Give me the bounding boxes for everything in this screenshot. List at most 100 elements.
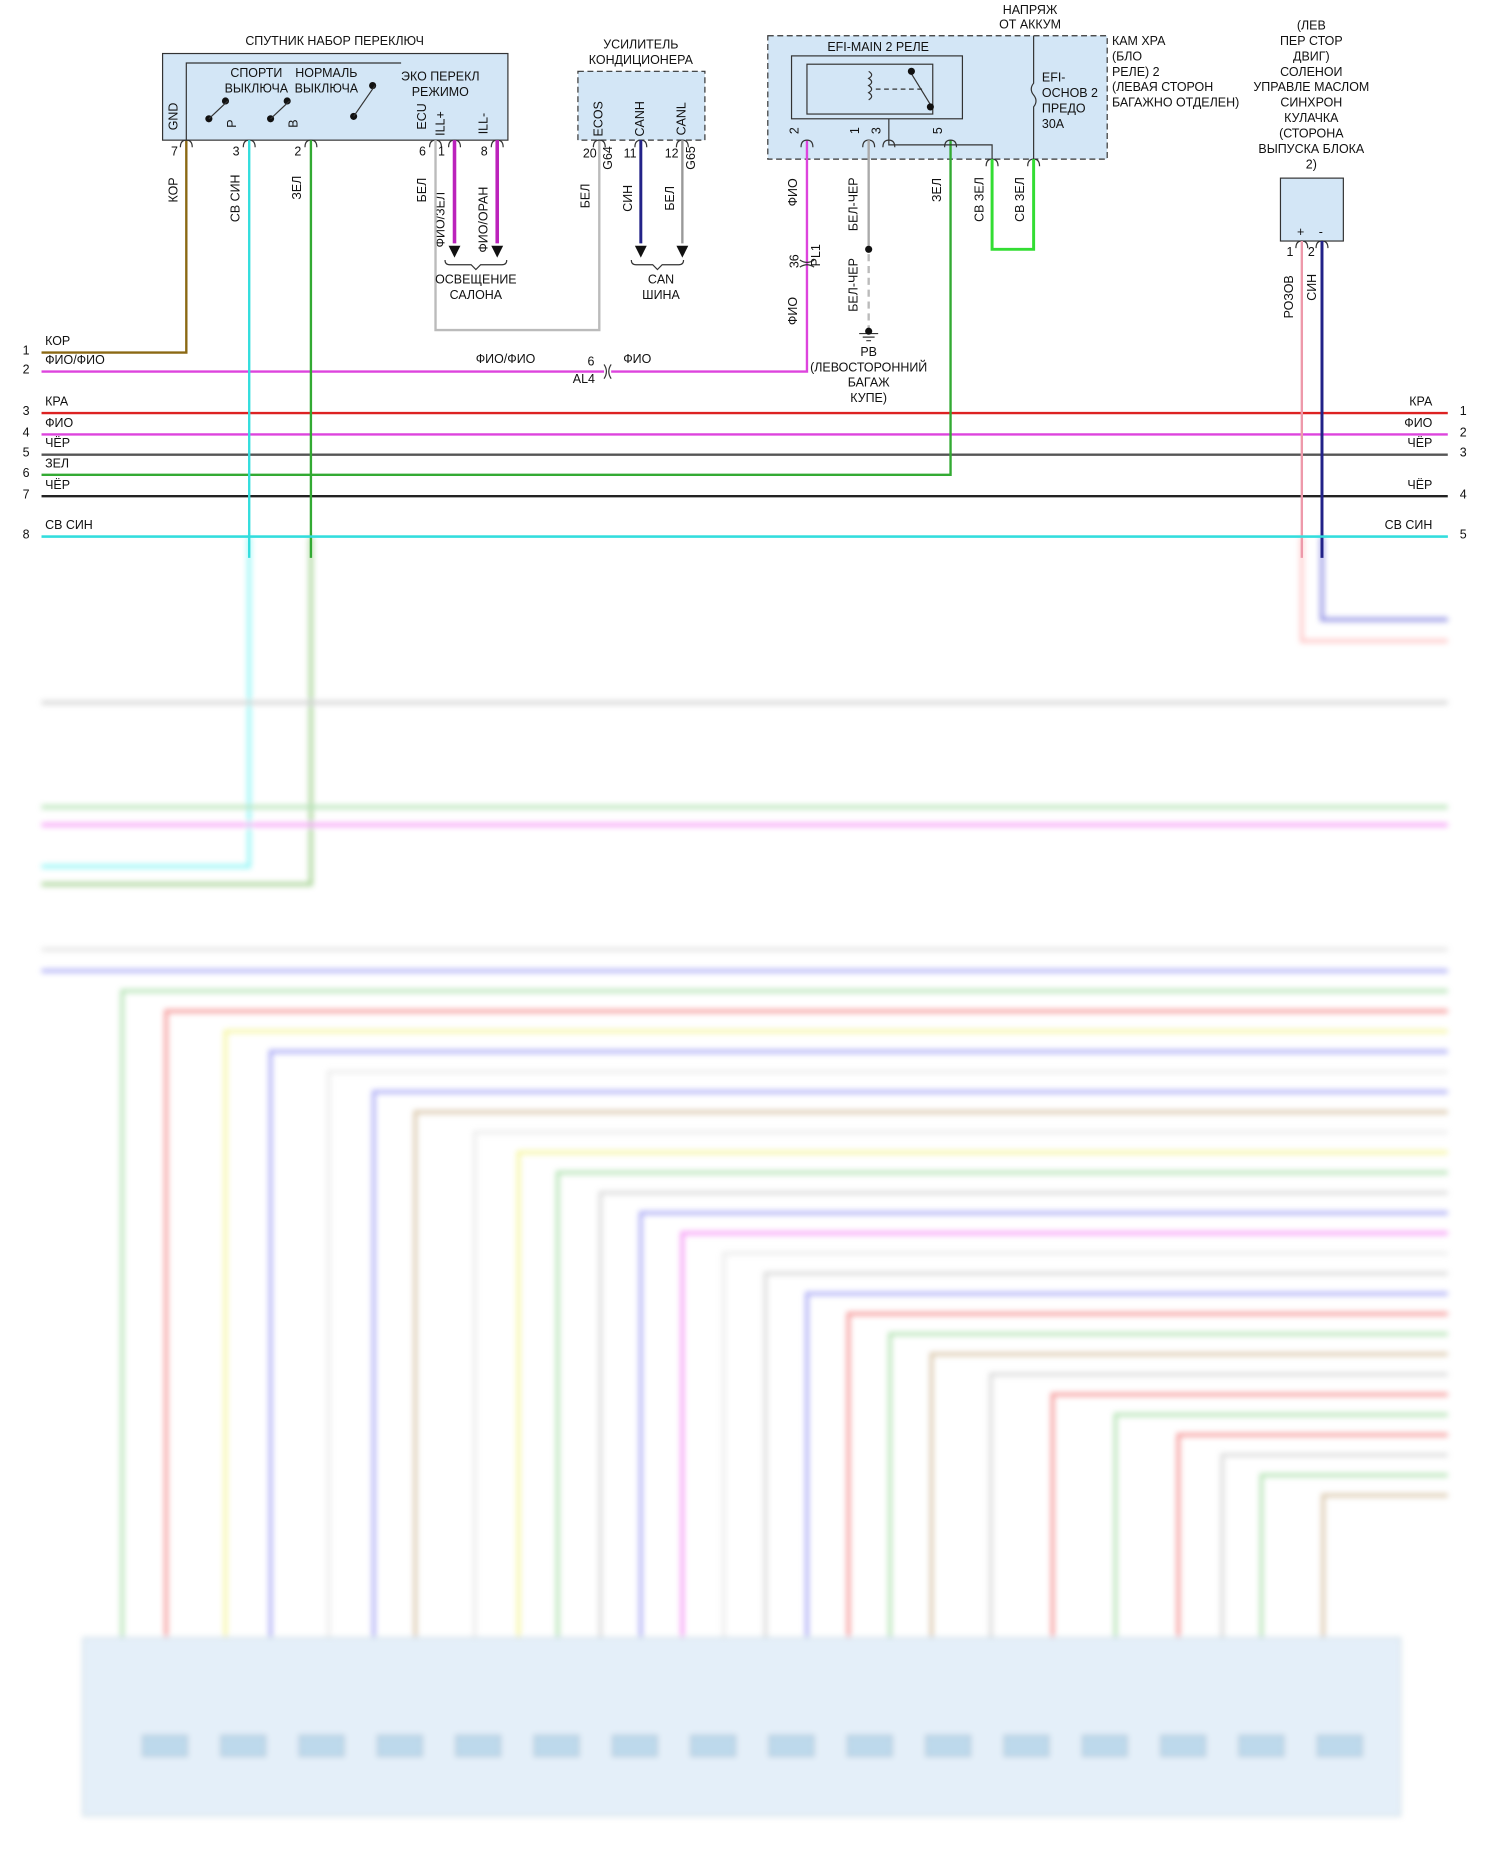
pin-number: 2 — [294, 144, 301, 158]
label: CAN — [648, 272, 674, 286]
label: СИН — [621, 185, 635, 212]
brace — [630, 259, 685, 271]
junction — [865, 245, 873, 253]
junction — [907, 67, 915, 75]
blurred-wire — [1320, 536, 1448, 622]
switch-ground — [185, 62, 402, 141]
bus-wire-label: ЧЁР — [1407, 436, 1432, 450]
label: 36 — [787, 254, 801, 268]
pin-number: 7 — [171, 144, 178, 158]
blurred-wire — [639, 1211, 1448, 1638]
terminal — [179, 139, 193, 148]
blurred-wire — [1321, 1493, 1448, 1638]
label: БЕЛ — [663, 186, 677, 211]
blurred-pin — [298, 1734, 345, 1758]
pin-number: 6 — [419, 144, 426, 158]
wire-fio — [611, 140, 809, 373]
blurred-pin — [768, 1734, 815, 1758]
bus-number: 7 — [23, 487, 30, 501]
label: PB — [860, 345, 877, 359]
pin-sign: + — [1297, 225, 1304, 239]
terminal — [592, 139, 606, 148]
terminal — [882, 139, 896, 148]
blurred-wire — [888, 1332, 1448, 1638]
label: (ЛЕВОСТОРОННИЙ — [810, 359, 927, 374]
blurred-section — [41, 536, 1448, 1817]
label: ЭКО ПЕРЕКЛ — [401, 70, 480, 84]
wire-kor — [41, 140, 188, 354]
label: 20 — [583, 147, 597, 161]
pin-number: 3 — [869, 127, 883, 134]
label: РЕЖИМО — [412, 85, 469, 99]
blurred-pin — [533, 1734, 580, 1758]
blurred-pin — [611, 1734, 659, 1758]
pin-name: B — [287, 119, 301, 127]
label: EFI- — [1042, 71, 1066, 85]
label: СВ СИН — [228, 174, 242, 222]
contact — [270, 100, 290, 120]
blurred-wire — [846, 1312, 1448, 1638]
bus-wire-label: ЧЁР — [45, 436, 70, 450]
component-title: СОЛЕНОИ — [1280, 65, 1342, 79]
junction — [283, 97, 291, 105]
blurred-pin — [690, 1734, 737, 1758]
blurred-pin — [141, 1734, 189, 1758]
wire-bel — [434, 140, 601, 332]
pin-name: ECOS — [592, 101, 606, 136]
label: ЗЕЛ — [290, 176, 304, 200]
blurred-wire — [120, 989, 1448, 1638]
label: ФИО/ФИО — [476, 352, 536, 366]
label: ВЫКЛЮЧА — [225, 81, 289, 95]
label: ФИО — [786, 178, 800, 206]
label: РОЗОВ — [1282, 275, 1296, 318]
bus-number: 2 — [1460, 426, 1467, 440]
label: БЕЛ-ЧЕР — [847, 258, 861, 312]
blurred-wire — [1220, 1453, 1448, 1638]
blurred-wire — [164, 1009, 1448, 1638]
label: СИН — [1305, 274, 1319, 301]
component-title: ВЫПУСКА БЛОКА — [1258, 142, 1364, 156]
blurred-wire — [1259, 1473, 1448, 1638]
label: ВЫКЛЮЧА — [295, 81, 359, 95]
blurred-wire — [1300, 536, 1448, 643]
label: ЗЕЛ — [930, 178, 944, 202]
label: КОР — [167, 177, 181, 202]
pin-name: ECU — [415, 103, 429, 129]
blurred-wire — [598, 1190, 1448, 1638]
bus-number: 8 — [23, 528, 30, 542]
blurred-wire — [41, 536, 251, 869]
component-title: КОНДИЦИОНЕРА — [589, 53, 694, 67]
bus-number: 3 — [1460, 446, 1467, 460]
bus-wire-label: СВ СИН — [45, 518, 93, 532]
terminal — [800, 139, 814, 148]
blurred-pin — [1316, 1734, 1363, 1758]
contact — [353, 85, 376, 117]
label: ШИНА — [642, 288, 680, 302]
contact — [208, 100, 229, 120]
bus-wire-label: ФИО — [45, 416, 73, 430]
wire-zel — [41, 140, 952, 476]
label: БЕЛ-ЧЕР — [847, 177, 861, 231]
blurred-wire — [472, 1130, 1448, 1638]
arrow — [634, 245, 647, 258]
component-boxes — [161, 35, 1344, 242]
bus-wire-label: ФИО/ФИО — [45, 353, 105, 367]
pin-number: 3 — [233, 144, 240, 158]
pin-number: 1 — [1286, 245, 1293, 259]
pin-number: 1 — [438, 144, 445, 158]
blurred-wire — [929, 1352, 1448, 1638]
bus-wire-label: ЧЁР — [45, 478, 70, 492]
label: КУПЕ) — [850, 391, 887, 405]
bus-wire-label: СВ СИН — [1385, 518, 1433, 532]
bus-wire-label: КОР — [45, 334, 70, 348]
label: СВ ЗЕЛ — [973, 177, 987, 222]
component-title: (ЛЕВАЯ СТОРОН — [1112, 80, 1213, 94]
relay-internal — [888, 118, 993, 160]
component-title: РЕЛЕ) 2 — [1112, 65, 1160, 79]
blurred-pin — [1238, 1734, 1285, 1758]
blurred-wire — [680, 1231, 1448, 1638]
bus-number: 5 — [1460, 528, 1467, 542]
blurred-pin — [220, 1734, 267, 1758]
relay-inner — [806, 63, 934, 115]
blurred-wire — [372, 1090, 1448, 1638]
